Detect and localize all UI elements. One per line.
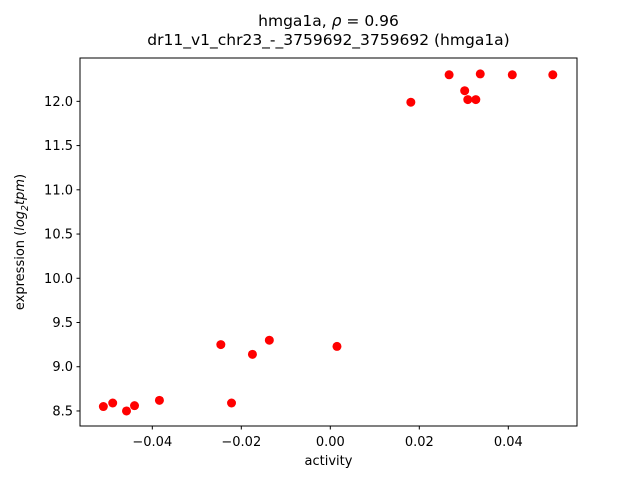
y-tick-label: 12.0 bbox=[44, 95, 73, 110]
y-tick-label: 10.0 bbox=[44, 272, 73, 287]
title-rho-symbol: ρ bbox=[331, 12, 342, 30]
data-point bbox=[122, 406, 132, 416]
title-rho-value: = 0.96 bbox=[341, 12, 399, 30]
data-point bbox=[471, 95, 481, 105]
x-axis-label: activity bbox=[304, 454, 353, 469]
title-block: hmga1a, ρ = 0.96 dr11_v1_chr23_-_3759692… bbox=[80, 12, 577, 50]
title-gene: hmga1a, bbox=[258, 12, 332, 30]
data-point bbox=[463, 95, 473, 105]
data-point bbox=[332, 341, 342, 351]
data-point bbox=[216, 340, 226, 350]
x-tick-label: −0.02 bbox=[221, 435, 261, 450]
y-tick-label: 11.0 bbox=[44, 183, 73, 198]
data-point bbox=[444, 70, 454, 80]
data-point bbox=[507, 70, 517, 80]
y-tick-label: 9.0 bbox=[52, 360, 73, 375]
y-label-tpm: tpm bbox=[13, 178, 29, 205]
data-point bbox=[154, 395, 164, 405]
x-tick-label: 0.04 bbox=[494, 435, 523, 450]
y-label-prefix: expression ( bbox=[13, 230, 29, 311]
y-tick-label: 9.5 bbox=[52, 316, 73, 331]
plot-area-border bbox=[79, 57, 578, 427]
data-point bbox=[227, 398, 237, 408]
chart-title: hmga1a, ρ = 0.96 bbox=[80, 12, 577, 31]
data-point bbox=[247, 349, 257, 359]
x-tick-label: 0.00 bbox=[316, 435, 345, 450]
data-point bbox=[98, 402, 108, 412]
data-point bbox=[460, 86, 470, 96]
y-axis-label: expression (log2tpm) bbox=[13, 174, 31, 310]
data-point bbox=[108, 398, 118, 408]
data-point bbox=[130, 401, 140, 411]
data-point bbox=[475, 69, 485, 79]
chart-subtitle: dr11_v1_chr23_-_3759692_3759692 (hmga1a) bbox=[147, 31, 510, 49]
y-tick-label: 11.5 bbox=[44, 139, 73, 154]
x-tick-label: 0.02 bbox=[405, 435, 434, 450]
y-label-close: ) bbox=[13, 173, 29, 179]
data-point bbox=[406, 97, 416, 107]
data-point bbox=[548, 70, 558, 80]
y-label-log: log bbox=[13, 210, 29, 231]
x-tick-label: −0.04 bbox=[132, 435, 172, 450]
data-point bbox=[264, 335, 274, 345]
y-tick-label: 8.5 bbox=[52, 404, 73, 419]
y-label-log-base: 2 bbox=[19, 204, 31, 211]
y-tick-label: 10.5 bbox=[44, 228, 73, 243]
